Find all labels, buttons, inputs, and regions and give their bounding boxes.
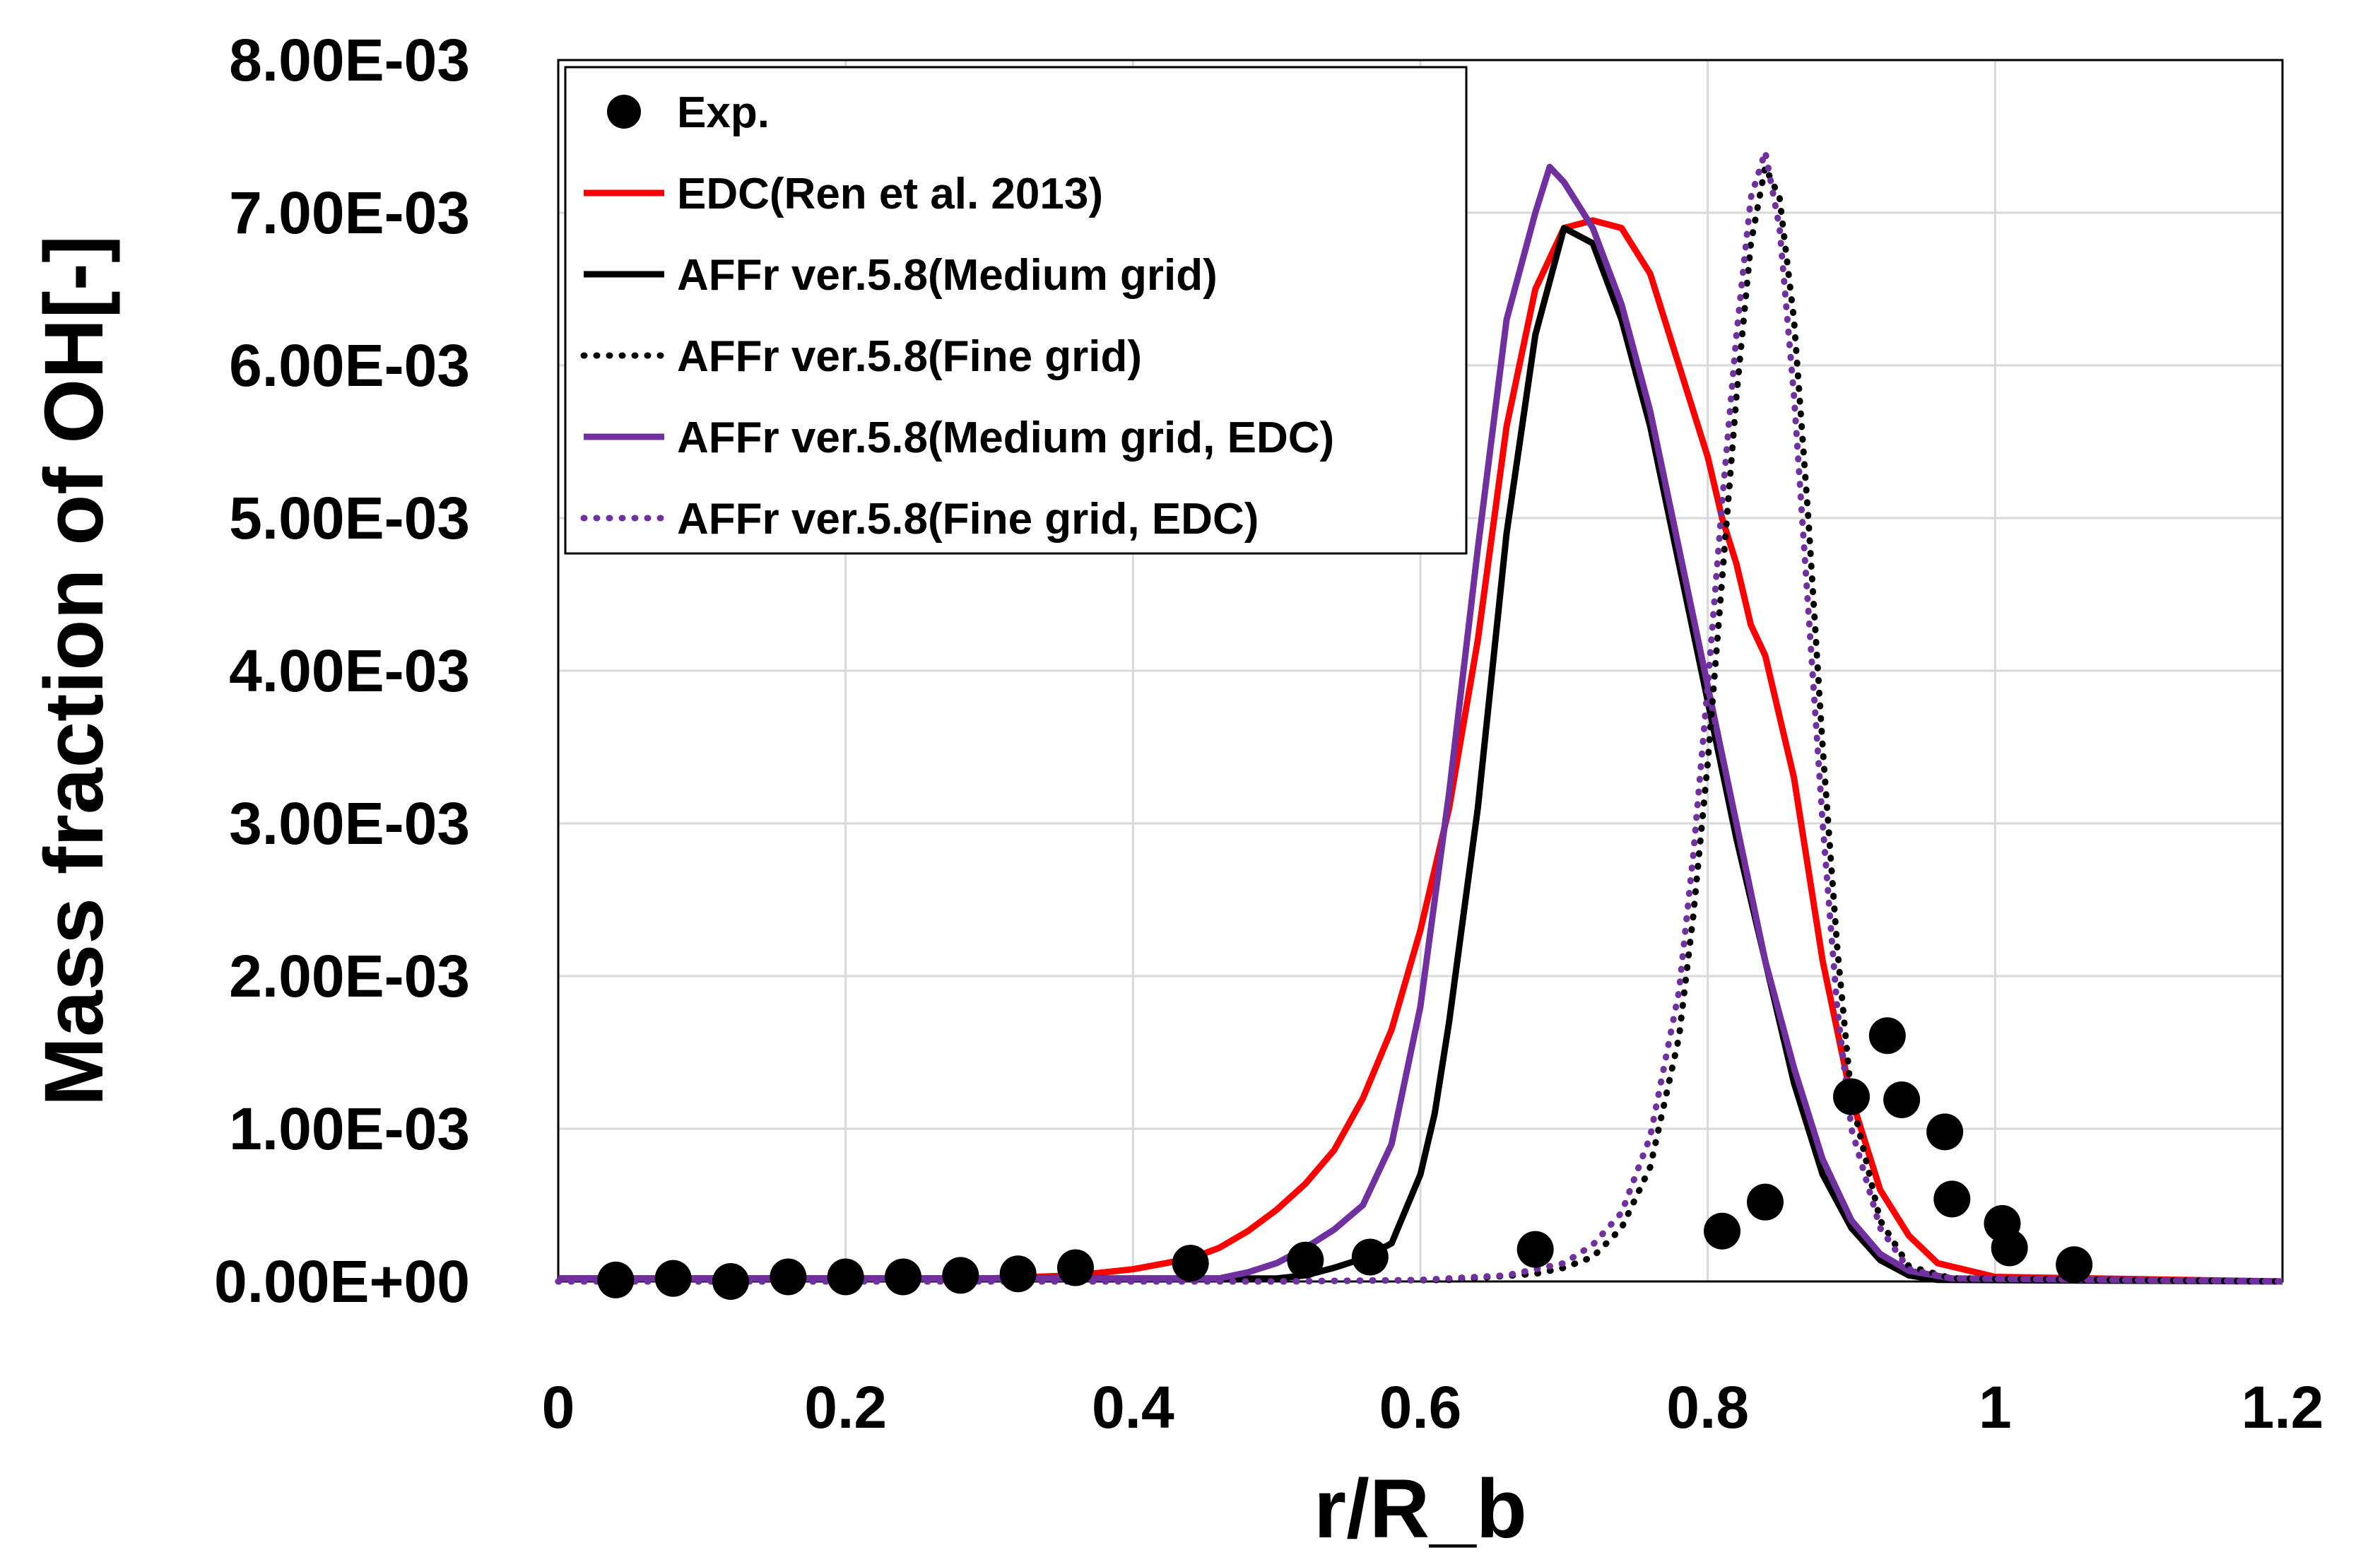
exp-data-point <box>1351 1238 1389 1276</box>
exp-data-point <box>1833 1078 1870 1115</box>
exp-data-point <box>654 1260 692 1297</box>
legend-entry: AFFr ver.5.8(Fine grid) <box>580 332 1142 381</box>
exp-data-point <box>942 1257 979 1294</box>
series-5-line <box>555 148 2286 1285</box>
legend-label: Exp. <box>677 88 770 137</box>
exp-data-point <box>1933 1180 1971 1218</box>
exp-data-point <box>712 1263 749 1300</box>
y-axis-title: Mass fraction of OH[-] <box>28 235 121 1107</box>
x-tick-label: 0.8 <box>1666 1374 1749 1440</box>
legend-entry: AFFr ver.5.8(Medium grid) <box>584 251 1218 300</box>
legend-label: AFFr ver.5.8(Fine grid) <box>677 332 1142 381</box>
exp-data-point <box>999 1255 1037 1293</box>
legend: Exp. EDC(Ren et al. 2013) AFFr ver.5.8(Med… <box>564 66 1468 555</box>
y-tick-label: 4.00E-03 <box>229 638 470 704</box>
legend-box <box>564 66 1468 555</box>
legend-label: AFFr ver.5.8(Medium grid, EDC) <box>677 413 1334 462</box>
exp-data-point <box>2056 1246 2093 1284</box>
y-tick-label: 5.00E-03 <box>229 485 470 551</box>
x-tick-label: 0.2 <box>804 1374 887 1440</box>
series-1-line <box>558 217 2283 1285</box>
exp-data-point <box>597 1261 635 1298</box>
y-tick-labels: 0.00E+00 1.00E-03 2.00E-03 3.00E-03 4.00E-03… <box>214 27 470 1315</box>
x-tick-label: 0.6 <box>1379 1374 1462 1440</box>
exp-data-point <box>1747 1183 1784 1221</box>
legend-entry: EDC(Ren et al. 2013) <box>584 170 1103 218</box>
exp-data-point <box>770 1258 807 1296</box>
exp-data-point <box>1868 1017 1906 1055</box>
y-tick-label: 8.00E-03 <box>229 27 470 93</box>
exp-data-point <box>1704 1212 1740 1250</box>
x-tick-label: 0 <box>542 1374 575 1440</box>
legend-entry: Exp. <box>607 88 770 137</box>
y-tick-label: 2.00E-03 <box>229 943 470 1009</box>
exp-data-markers <box>597 1017 2093 1300</box>
x-axis-title: r/R_b <box>1314 1462 1527 1555</box>
exp-data-point <box>1516 1231 1554 1268</box>
legend-label: AFFr ver.5.8(Fine grid, EDC) <box>677 495 1259 544</box>
legend-entry: AFFr ver.5.8(Fine grid, EDC) <box>580 495 1259 544</box>
exp-data-point <box>1991 1229 2028 1267</box>
exp-data-point <box>1883 1081 1921 1118</box>
exp-data-point <box>827 1258 864 1296</box>
exp-data-point <box>885 1258 921 1296</box>
legend-entry: AFFr ver.5.8(Medium grid, EDC) <box>584 413 1334 462</box>
exp-data-point <box>1926 1113 1964 1151</box>
series-layer <box>555 148 2286 1300</box>
x-tick-label: 1.2 <box>2241 1374 2324 1440</box>
exp-data-point <box>1057 1249 1094 1286</box>
y-tick-label: 6.00E-03 <box>229 332 470 399</box>
x-tick-label: 1 <box>1979 1374 2012 1440</box>
y-tick-label: 0.00E+00 <box>214 1248 470 1315</box>
legend-marker <box>607 95 641 129</box>
legend-label: AFFr ver.5.8(Medium grid) <box>677 251 1218 300</box>
series-2-line <box>558 225 2283 1285</box>
y-tick-label: 7.00E-03 <box>229 180 470 246</box>
x-tick-labels: 0 0.2 0.4 0.6 0.8 1 1.2 <box>542 1374 2324 1440</box>
legend-label: EDC(Ren et al. 2013) <box>677 170 1103 218</box>
y-tick-label: 1.00E-03 <box>229 1096 470 1162</box>
x-tick-label: 0.4 <box>1092 1374 1174 1440</box>
exp-data-point <box>1172 1245 1209 1282</box>
exp-data-point <box>1287 1241 1324 1279</box>
y-tick-label: 3.00E-03 <box>229 790 470 857</box>
